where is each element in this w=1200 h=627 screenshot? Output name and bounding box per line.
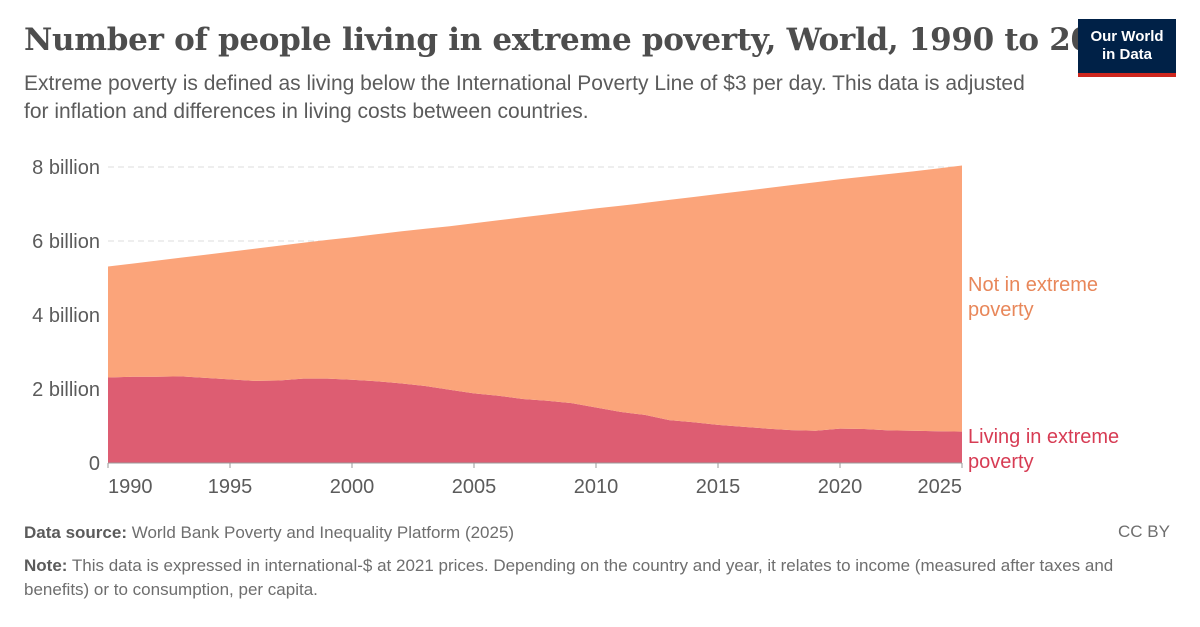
chart-note: Note: This data is expressed in internat… [24,554,1144,602]
label-not-in-poverty-1: Not in extreme [968,274,1098,296]
logo-line-1: Our World [1090,28,1164,45]
x-tick-label: 1990 [108,476,153,498]
data-source-text[interactable]: World Bank Poverty and Inequality Platfo… [126,523,515,542]
data-source-label: Data source: [24,523,127,542]
chart-title: Number of people living in extreme pover… [24,22,1135,58]
area-series-0[interactable] [108,376,962,463]
data-source: Data source: World Bank Poverty and Ineq… [24,521,1144,545]
chart-areas [108,165,962,463]
y-tick-label: 4 billion [32,305,100,327]
x-axis: 1990 1995 2000 2005 2010 2015 2020 2025 [107,462,963,498]
x-tick-label: 2010 [574,476,619,498]
y-tick-label: 8 billion [32,157,100,179]
x-tick-label: 2020 [818,476,863,498]
x-tick-label: 2000 [330,476,375,498]
y-axis: 0 2 billion 4 billion 6 billion 8 billion [32,157,100,475]
logo-line-2: in Data [1101,46,1152,63]
y-tick-label: 0 [89,453,100,475]
label-in-poverty-2: poverty [968,451,1034,473]
x-tick-label: 1995 [208,476,253,498]
label-not-in-poverty-2: poverty [968,299,1034,321]
x-tick-label: 2025 [918,476,963,498]
y-tick-label: 6 billion [32,231,100,253]
label-in-poverty-1: Living in extreme [968,426,1119,448]
area-series-1[interactable] [108,165,962,432]
y-tick-label: 2 billion [32,379,100,401]
owid-logo[interactable]: Our World in Data [1078,19,1176,77]
x-tick-label: 2015 [696,476,741,498]
series-labels: Not in extreme poverty Living in extreme… [968,274,1119,473]
license-link[interactable]: CC BY [1118,522,1170,541]
note-text: This data is expressed in international-… [24,556,1114,599]
note-label: Note: [24,556,68,575]
x-tick-label: 2005 [452,476,497,498]
chart-subtitle: Extreme poverty is defined as living bel… [24,72,1025,123]
